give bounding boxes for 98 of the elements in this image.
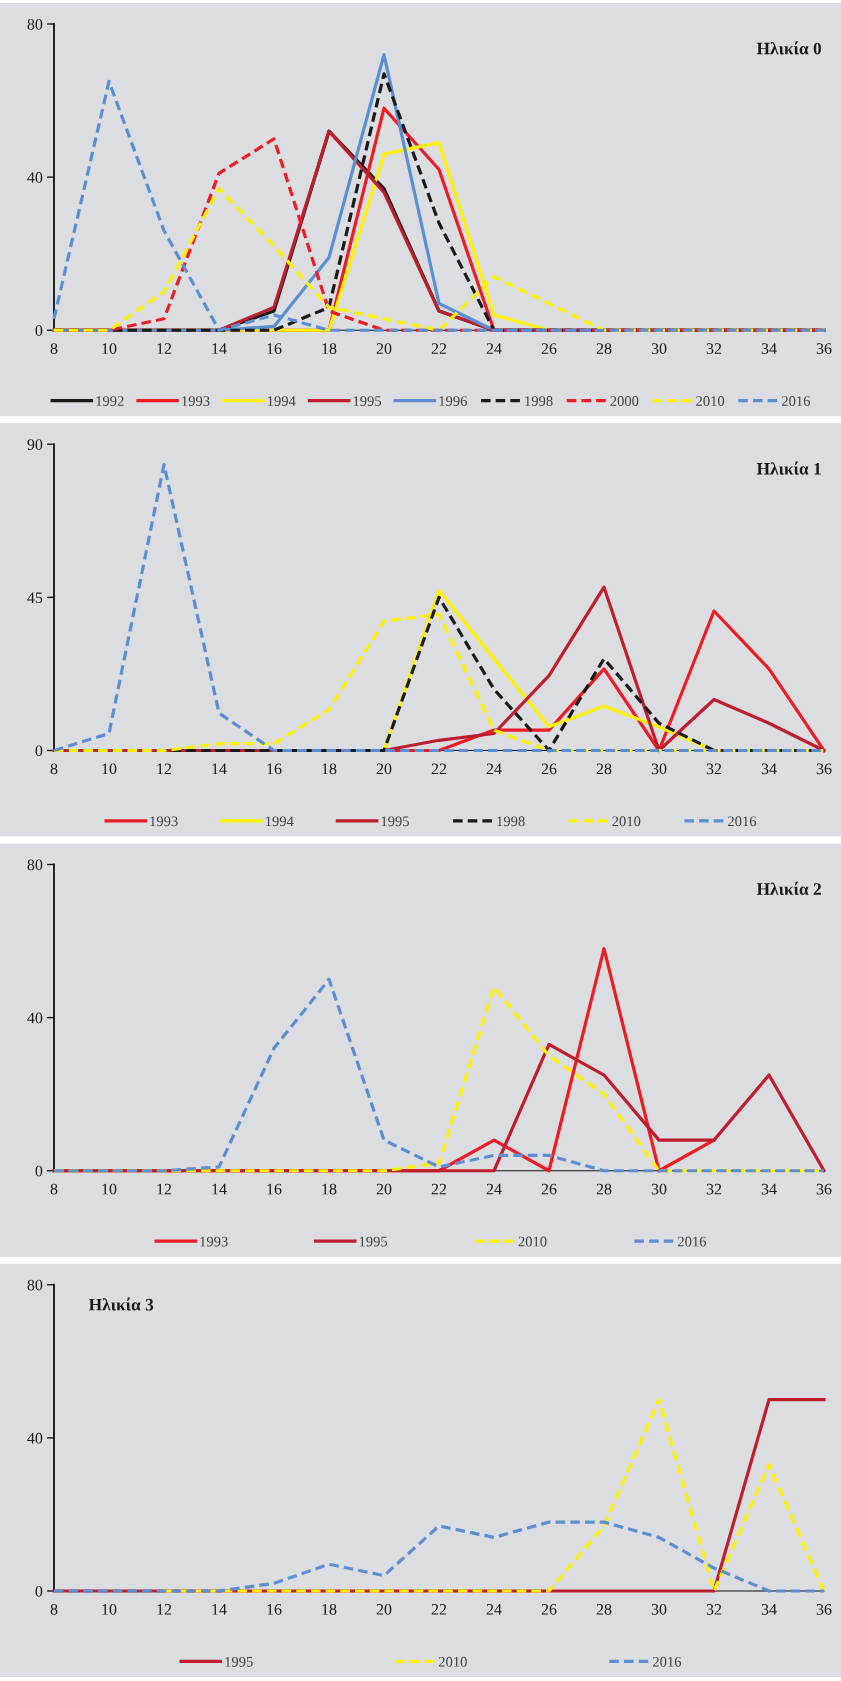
x-tick-label: 22 [431, 1604, 447, 1615]
x-tick-label: 12 [157, 1183, 172, 1195]
y-tick-label: 0 [35, 1585, 43, 1597]
legend-label: 1998 [497, 816, 525, 827]
x-tick-label: 22 [431, 1183, 447, 1195]
x-tick-label: 8 [50, 1183, 58, 1195]
x-tick-label: 32 [706, 763, 722, 775]
y-tick-label: 40 [27, 172, 43, 183]
legend-label: 1993 [182, 396, 210, 406]
legend-label: 1995 [225, 1656, 253, 1667]
x-tick-label: 34 [761, 763, 777, 775]
y-tick-label: 0 [35, 325, 43, 336]
x-tick-label: 16 [267, 1183, 282, 1195]
x-tick-label: 24 [486, 343, 502, 354]
legend-label: 2016 [728, 816, 757, 827]
x-tick-label: 14 [212, 1604, 227, 1615]
x-tick-label: 20 [376, 763, 392, 775]
x-tick-label: 10 [102, 1603, 117, 1615]
legend-label: 2016 [677, 1236, 707, 1247]
x-tick-label: 16 [267, 763, 282, 775]
x-tick-label: 10 [102, 1183, 117, 1195]
x-tick-label: 30 [651, 1183, 667, 1195]
x-tick-label: 8 [50, 1603, 58, 1615]
legend-label: 2010 [518, 1236, 547, 1247]
legend-label: 1994 [267, 396, 296, 406]
legend-label: 1995 [359, 1236, 388, 1247]
x-tick-label: 30 [651, 763, 667, 775]
legend-label: 2016 [652, 1656, 682, 1667]
x-tick-label: 26 [541, 1604, 557, 1615]
legend-label: 1996 [439, 396, 467, 406]
y-tick-label: 45 [27, 592, 43, 604]
x-tick-label: 8 [50, 343, 58, 354]
x-tick-label: 28 [596, 343, 612, 354]
legend-label: 2010 [696, 396, 725, 406]
x-tick-label: 18 [322, 763, 337, 775]
x-tick-label: 14 [212, 1183, 227, 1195]
legend-label: 1993 [150, 816, 178, 827]
x-tick-label: 34 [761, 1604, 777, 1615]
x-tick-label: 24 [486, 763, 502, 775]
legend-label: 2000 [610, 396, 639, 406]
x-tick-label: 32 [706, 1183, 722, 1195]
text: Ηλικία 3 [88, 1297, 154, 1311]
x-tick-label: 34 [761, 343, 777, 354]
text: Ηλικία 1 [756, 461, 821, 475]
x-tick-label: 32 [706, 1604, 722, 1615]
x-tick-label: 18 [322, 1183, 337, 1195]
x-tick-label: 20 [376, 343, 392, 354]
x-tick-label: 18 [322, 1603, 337, 1615]
y-tick-label: 80 [27, 18, 43, 30]
x-tick-label: 34 [761, 1183, 777, 1195]
y-tick-label: 40 [27, 1432, 43, 1444]
x-tick-label: 8 [50, 763, 58, 775]
y-tick-label: 80 [27, 859, 43, 871]
x-tick-label: 14 [212, 343, 227, 354]
x-tick-label: 36 [816, 1604, 832, 1615]
x-tick-label: 36 [816, 1183, 832, 1195]
x-tick-label: 20 [376, 1603, 392, 1615]
x-tick-label: 16 [267, 1604, 282, 1615]
x-tick-label: 22 [431, 763, 447, 775]
x-tick-label: 24 [486, 1604, 502, 1615]
y-tick-label: 40 [27, 1012, 43, 1024]
legend-label: 2010 [438, 1656, 467, 1667]
y-tick-label: 80 [27, 1279, 43, 1291]
x-tick-label: 12 [157, 763, 172, 775]
x-tick-label: 28 [596, 1603, 612, 1615]
text: Ηλικία 2 [756, 881, 821, 895]
legend-label: 1992 [96, 396, 124, 406]
legend-label: 1993 [200, 1236, 228, 1247]
x-tick-label: 20 [376, 1183, 392, 1195]
x-tick-label: 32 [706, 343, 722, 354]
y-tick-label: 0 [35, 1165, 43, 1177]
legend-label: 1995 [353, 396, 382, 406]
x-tick-label: 30 [651, 343, 667, 354]
x-tick-label: 36 [816, 343, 832, 354]
x-tick-label: 10 [102, 763, 117, 775]
x-tick-label: 36 [816, 763, 832, 775]
x-tick-label: 12 [157, 1604, 172, 1615]
x-tick-label: 18 [322, 343, 337, 354]
x-tick-label: 26 [541, 343, 557, 354]
x-tick-label: 30 [651, 1603, 667, 1615]
x-tick-label: 14 [212, 763, 227, 775]
legend-label: 2016 [781, 396, 811, 406]
x-tick-label: 16 [267, 343, 282, 354]
x-tick-label: 28 [596, 1183, 612, 1195]
legend-label: 1994 [266, 816, 294, 827]
y-tick-label: 0 [35, 745, 43, 757]
x-tick-label: 22 [431, 343, 447, 354]
x-tick-label: 24 [486, 1183, 502, 1195]
legend-label: 1995 [381, 816, 409, 827]
x-tick-label: 12 [157, 343, 172, 354]
legend-label: 1998 [525, 396, 553, 406]
x-tick-label: 10 [102, 343, 117, 354]
legend-label: 2010 [612, 816, 641, 827]
y-tick-label: 90 [27, 439, 43, 450]
x-tick-label: 26 [541, 763, 557, 775]
x-tick-label: 28 [596, 763, 612, 775]
text: Ηλικία 0 [756, 41, 822, 55]
x-tick-label: 26 [541, 1183, 557, 1195]
